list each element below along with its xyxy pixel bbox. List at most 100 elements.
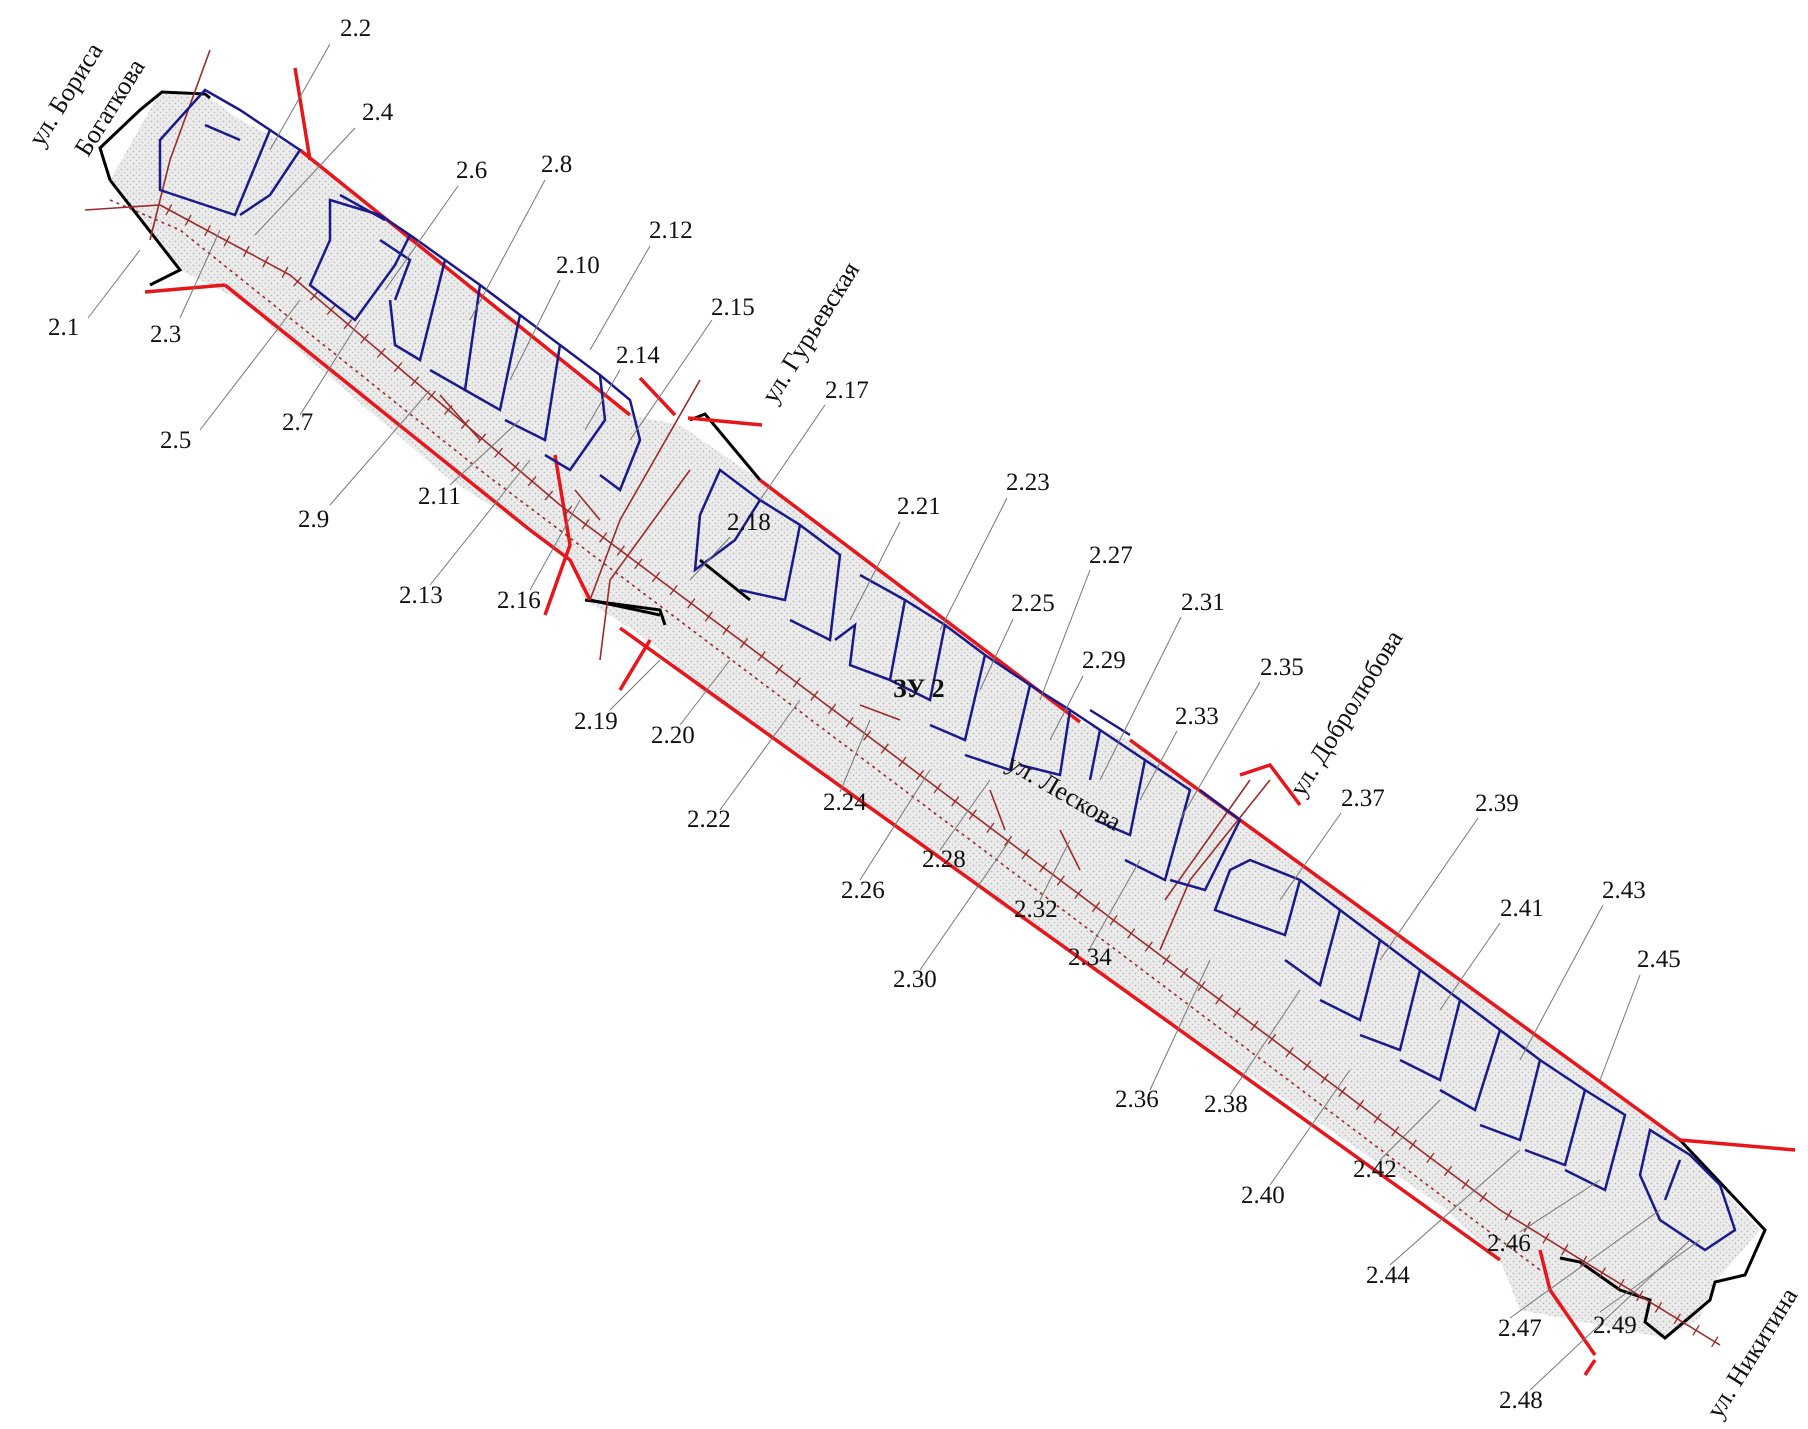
parcel-label: 2.47 bbox=[1498, 1315, 1542, 1342]
parcel-label: 2.5 bbox=[160, 427, 191, 454]
hatch-tick bbox=[863, 730, 872, 741]
parcel-label: 2.45 bbox=[1637, 946, 1681, 973]
hatch-tick bbox=[1673, 1313, 1681, 1325]
parcel-label: 2.38 bbox=[1204, 1091, 1248, 1118]
hatch-tick bbox=[1232, 1007, 1241, 1018]
hatch-tick bbox=[827, 703, 837, 715]
parcel-label: 2.19 bbox=[574, 708, 618, 735]
parcel-label: 2.32 bbox=[1014, 896, 1058, 923]
leader-line bbox=[87, 249, 141, 319]
hatch-tick bbox=[1074, 888, 1083, 899]
hatch-tick bbox=[223, 235, 231, 247]
parcel-label: 2.24 bbox=[823, 789, 867, 816]
parcel-label: 2.4 bbox=[362, 99, 394, 126]
leader-line bbox=[689, 536, 731, 581]
hatch-tick bbox=[1144, 941, 1153, 952]
hatch-tick bbox=[1355, 1099, 1365, 1111]
hatch-tick bbox=[933, 783, 942, 794]
parcel-label: 2.42 bbox=[1353, 1156, 1397, 1183]
parcel-label: 2.40 bbox=[1241, 1182, 1285, 1209]
parcel-label: 2.36 bbox=[1115, 1086, 1159, 1113]
hatch-tick bbox=[1654, 1301, 1663, 1313]
leader-line bbox=[429, 459, 531, 586]
parcel-label: 2.21 bbox=[897, 493, 941, 520]
hatch-tick bbox=[1215, 994, 1224, 1005]
leader-line bbox=[1599, 974, 1641, 1081]
leader-line bbox=[939, 497, 1008, 631]
hatch-tick bbox=[1179, 967, 1189, 979]
leader-line bbox=[584, 369, 621, 431]
parcel-label: 2.9 bbox=[298, 506, 329, 533]
hatch-tick bbox=[1003, 835, 1013, 847]
leader-line bbox=[939, 779, 991, 851]
hatch-tick bbox=[775, 664, 784, 675]
hatch-tick bbox=[544, 490, 554, 501]
parcel-label: 2.39 bbox=[1475, 790, 1519, 817]
hatch-tick bbox=[1021, 849, 1030, 860]
parcel-label: 2.11 bbox=[418, 483, 461, 510]
hatch-tick bbox=[1461, 1179, 1470, 1190]
leader-line bbox=[759, 404, 826, 501]
leader-line bbox=[269, 43, 331, 151]
parcel-label: 2.10 bbox=[556, 252, 600, 279]
parcel-label: 2.2 bbox=[340, 15, 371, 42]
parcel-label: 2.3 bbox=[150, 321, 181, 348]
hatch-tick bbox=[581, 519, 590, 530]
hatch-tick bbox=[262, 256, 270, 268]
hatch-tick bbox=[616, 545, 625, 556]
parcel-label: 2.37 bbox=[1341, 785, 1385, 812]
leader-lines bbox=[87, 43, 1701, 1391]
leader-line bbox=[1379, 817, 1479, 961]
hatch-tick bbox=[165, 204, 173, 216]
hatch-tick bbox=[1338, 1086, 1347, 1097]
leader-line bbox=[1229, 989, 1301, 1096]
hatch-tick bbox=[845, 717, 854, 728]
leader-line bbox=[1049, 675, 1084, 741]
leader-line bbox=[1509, 1209, 1661, 1319]
leader-line bbox=[1179, 681, 1261, 821]
hatch-tick bbox=[968, 809, 977, 820]
parcel-label: 2.26 bbox=[841, 877, 885, 904]
leader-line bbox=[1039, 569, 1091, 701]
leader-line bbox=[1039, 839, 1071, 901]
leader-line bbox=[589, 245, 651, 351]
leader-line bbox=[839, 719, 871, 793]
hatch-tick bbox=[1373, 1113, 1382, 1124]
leader-line bbox=[329, 389, 431, 506]
leader-line bbox=[1439, 922, 1501, 1011]
parcel-label: 2.43 bbox=[1602, 877, 1646, 904]
hatch-tick bbox=[669, 585, 678, 596]
parcel-label: 2.13 bbox=[399, 582, 443, 609]
hatch-tick bbox=[880, 743, 889, 754]
hatch-tick bbox=[376, 347, 386, 358]
parcel-label: 2.12 bbox=[649, 217, 693, 244]
hatch-tick bbox=[563, 505, 573, 517]
hatch-tick bbox=[393, 362, 403, 373]
parcel-label: 2.23 bbox=[1006, 469, 1050, 496]
parcel-label: 2.46 bbox=[1487, 1230, 1531, 1257]
hatch-tick bbox=[915, 769, 925, 781]
hatch-tick bbox=[1479, 1192, 1488, 1203]
hatch-tick bbox=[242, 245, 250, 258]
parcel-label: 2.1 bbox=[48, 314, 79, 341]
leader-line bbox=[1519, 904, 1604, 1061]
parcel-label: 2.44 bbox=[1366, 1262, 1410, 1289]
hatch-tick bbox=[1636, 1290, 1644, 1302]
hatch-tick bbox=[326, 305, 336, 316]
hatch-tick bbox=[1039, 862, 1048, 873]
leader-line bbox=[1529, 1239, 1691, 1391]
leader-line bbox=[469, 179, 546, 321]
hatch-tick bbox=[293, 276, 302, 287]
leader-line bbox=[1089, 859, 1141, 949]
hatch-tick bbox=[1579, 1255, 1588, 1267]
hatch-tick bbox=[1056, 875, 1065, 886]
leader-line bbox=[1139, 730, 1178, 801]
leader-line bbox=[609, 659, 661, 711]
hatch-tick bbox=[510, 461, 520, 472]
hatch-tick bbox=[1504, 1209, 1513, 1221]
hatch-tick bbox=[410, 376, 420, 387]
leader-line bbox=[1379, 1099, 1441, 1161]
parcel-label: 2.22 bbox=[687, 806, 731, 833]
hatch-tick bbox=[204, 225, 211, 237]
